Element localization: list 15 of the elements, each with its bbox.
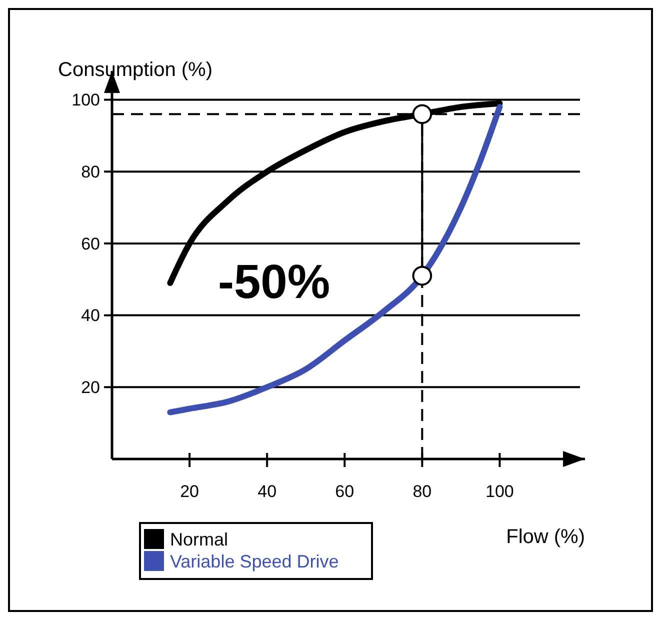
legend-label: Variable Speed Drive: [170, 551, 339, 572]
y-axis-title: Consumption (%): [58, 59, 213, 81]
x-tick-label: 40: [258, 482, 277, 501]
y-tick-label: 60: [81, 234, 100, 254]
y-tick-label: 40: [81, 306, 100, 326]
x-tick-label: 100: [486, 482, 514, 501]
x-tick-label: 80: [412, 482, 432, 501]
y-tick-label: 20: [81, 378, 100, 398]
x-axis-title: Flow (%): [506, 526, 585, 548]
x-tick-label: 60: [335, 482, 354, 501]
x-tick-label: 20: [180, 482, 199, 501]
y-tick-label: 80: [81, 162, 100, 182]
annotation: -50%: [218, 256, 330, 309]
y-tick-label: 100: [72, 90, 100, 110]
legend-label: Normal: [170, 529, 228, 550]
